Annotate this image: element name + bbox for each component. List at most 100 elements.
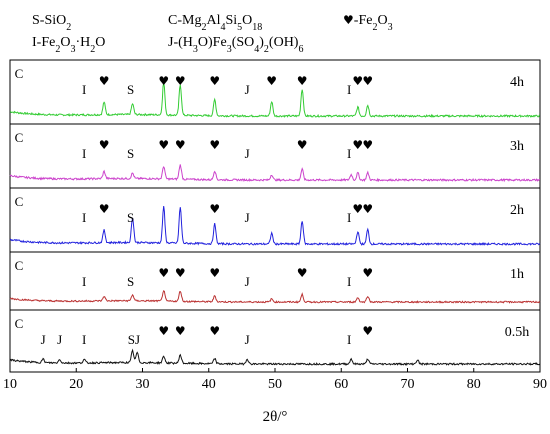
peak-marker-hematite: ♥ bbox=[99, 202, 110, 216]
peak-label: J bbox=[41, 332, 46, 347]
peak-marker-hematite: ♥ bbox=[175, 138, 186, 152]
peak-marker-hematite: ♥ bbox=[362, 138, 373, 152]
legend-sep: - bbox=[354, 13, 359, 28]
peak-label: J bbox=[245, 82, 250, 97]
series-line-0.5h bbox=[9, 348, 541, 366]
legend-sep: - bbox=[37, 35, 42, 50]
formula-text: (H bbox=[178, 35, 193, 50]
formula-subscript: 4 bbox=[220, 22, 225, 33]
formula-text: Si bbox=[44, 13, 56, 28]
peak-marker-hematite: ♥ bbox=[209, 324, 220, 338]
peak-label: J bbox=[245, 274, 250, 289]
legend-sep: - bbox=[173, 35, 178, 50]
peak-marker-hematite: ♥ bbox=[209, 138, 220, 152]
formula-subscript: 2 bbox=[66, 22, 71, 33]
x-axis-label: 2θ/° bbox=[263, 409, 288, 425]
peak-marker-hematite: ♥ bbox=[297, 138, 308, 152]
peak-label: C bbox=[15, 66, 24, 81]
x-tick-label: 90 bbox=[533, 377, 547, 392]
peak-marker-hematite: ♥ bbox=[362, 324, 373, 338]
peak-marker-hematite: ♥ bbox=[209, 266, 220, 280]
x-tick-label: 60 bbox=[334, 377, 348, 392]
peak-label: C bbox=[15, 130, 24, 145]
formula-text: O bbox=[242, 13, 252, 28]
peak-label: SJ bbox=[128, 332, 140, 347]
peak-label: I bbox=[82, 332, 86, 347]
peak-marker-hematite: ♥ bbox=[175, 266, 186, 280]
peak-marker-hematite: ♥ bbox=[266, 74, 277, 88]
formula-text: Fe bbox=[358, 13, 372, 28]
formula-subscript: 3 bbox=[70, 44, 75, 55]
formula-text: ) bbox=[259, 35, 264, 50]
peak-label: J bbox=[245, 210, 250, 225]
formula-text: O)Fe bbox=[198, 35, 227, 50]
peak-marker-hematite: ♥ bbox=[175, 324, 186, 338]
formula-subscript: 6 bbox=[298, 44, 303, 55]
legend-entry: C-Mg2Al4Si5O18 bbox=[168, 13, 262, 33]
series-name-label: 1h bbox=[510, 267, 524, 282]
formula-subscript: 2 bbox=[201, 22, 206, 33]
peak-label: I bbox=[82, 274, 86, 289]
formula-text: (OH) bbox=[269, 35, 299, 50]
panel-1h: 1h C I S ♥ ♥ ♥ J ♥ I ♥ bbox=[9, 251, 541, 311]
legend-sep: - bbox=[40, 13, 45, 28]
legend-symbol: S bbox=[32, 13, 40, 28]
formula-text: Al bbox=[206, 13, 220, 28]
formula-subscript: 18 bbox=[252, 22, 262, 33]
formula-subscript: 2 bbox=[90, 44, 95, 55]
peak-label: C bbox=[15, 194, 24, 209]
peak-marker-hematite: ♥ bbox=[158, 324, 169, 338]
series-line-2h bbox=[9, 205, 541, 247]
legend-symbol: C bbox=[168, 13, 177, 28]
peak-marker-hematite: ♥ bbox=[158, 138, 169, 152]
x-tick-label: 50 bbox=[268, 377, 282, 392]
formula-text: Mg bbox=[182, 13, 201, 28]
peak-label: I bbox=[347, 82, 351, 97]
peak-marker-hematite: ♥ bbox=[297, 266, 308, 280]
series-name-label: 2h bbox=[510, 203, 524, 218]
legend-symbol: I bbox=[32, 35, 37, 50]
peak-label: I bbox=[82, 146, 86, 161]
peak-label: I bbox=[82, 210, 86, 225]
formula-text: (SO bbox=[232, 35, 255, 50]
series-name-label: 0.5h bbox=[505, 325, 530, 340]
legend-entry: J-(H3O)Fe3(SO4)2(OH)6 bbox=[168, 35, 303, 55]
peak-marker-hematite: ♥ bbox=[362, 202, 373, 216]
series-line-4h bbox=[10, 82, 541, 119]
series-name-label: 3h bbox=[510, 139, 524, 154]
peak-label: S bbox=[127, 274, 134, 289]
peak-marker-hematite: ♥ bbox=[362, 266, 373, 280]
formula-subscript: 4 bbox=[254, 44, 259, 55]
x-tick-label: 40 bbox=[202, 377, 216, 392]
peak-marker-hematite: ♥ bbox=[352, 202, 363, 216]
formula-text: O bbox=[56, 13, 66, 28]
peak-marker-hematite: ♥ bbox=[209, 202, 220, 216]
peak-label: S bbox=[127, 82, 134, 97]
peak-label: I bbox=[347, 146, 351, 161]
peak-label: S bbox=[127, 146, 134, 161]
formula-text: O bbox=[377, 13, 387, 28]
legend-sep: - bbox=[177, 13, 182, 28]
formula-subscript: 2 bbox=[372, 22, 377, 33]
legend-symbol: J bbox=[168, 35, 174, 50]
series-line-3h bbox=[9, 164, 541, 183]
x-tick-label: 20 bbox=[69, 377, 83, 392]
formula-text: O bbox=[95, 35, 105, 50]
series-line-1h bbox=[9, 289, 541, 304]
peak-label: I bbox=[82, 82, 86, 97]
peak-marker-hematite: ♥ bbox=[158, 74, 169, 88]
legend-entry: S-SiO2 bbox=[32, 13, 71, 33]
formula-text: Fe bbox=[41, 35, 55, 50]
peak-marker-hematite: ♥ bbox=[362, 74, 373, 88]
formula-text: ·H bbox=[75, 35, 90, 50]
x-tick-label: 30 bbox=[136, 377, 150, 392]
peak-label: I bbox=[347, 210, 351, 225]
formula-text: Si bbox=[225, 13, 237, 28]
formula-subscript: 3 bbox=[193, 44, 198, 55]
